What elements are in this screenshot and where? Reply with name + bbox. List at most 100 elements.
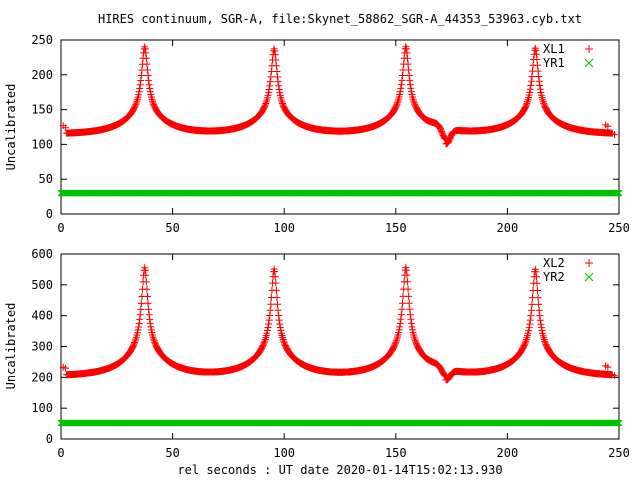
data-point xyxy=(532,50,540,58)
y-tick-label: 50 xyxy=(39,172,53,186)
data-point xyxy=(397,81,405,89)
data-point xyxy=(61,124,69,132)
data-point xyxy=(405,299,413,307)
data-point xyxy=(143,293,151,301)
data-point xyxy=(405,292,413,300)
data-point xyxy=(522,337,530,345)
data-point xyxy=(263,327,271,335)
data-point xyxy=(527,77,535,85)
y-tick-label: 400 xyxy=(31,309,53,323)
data-point xyxy=(271,47,279,55)
x-tick-label: 250 xyxy=(608,446,630,460)
data-point xyxy=(532,46,540,54)
data-point xyxy=(539,98,547,106)
data-point xyxy=(266,312,274,320)
data-point xyxy=(407,319,415,327)
data-point xyxy=(525,324,533,332)
data-point xyxy=(393,100,401,108)
data-point xyxy=(134,326,142,334)
legend-label-yr1: YR1 xyxy=(543,56,565,70)
data-point xyxy=(522,102,530,110)
data-point xyxy=(404,54,412,62)
x-tick-label: 0 xyxy=(57,446,64,460)
data-point xyxy=(536,85,544,93)
data-point xyxy=(534,286,542,294)
data-point xyxy=(526,88,534,96)
data-point xyxy=(406,305,414,313)
x-tick-label: 50 xyxy=(165,221,179,235)
bottom-panel: 0 100 200 300 400 500 600 0 50 100 150 200 250 Unca… xyxy=(4,247,630,460)
y-tick-label: 100 xyxy=(31,401,53,415)
legend-label-yr2: YR2 xyxy=(543,270,565,284)
legend-marker-red xyxy=(585,259,593,267)
x-tick-label: 250 xyxy=(608,221,630,235)
data-point xyxy=(143,285,151,293)
data-point xyxy=(402,45,410,53)
data-point xyxy=(615,419,623,427)
data-point xyxy=(143,60,151,68)
data-point xyxy=(614,189,622,197)
data-point xyxy=(146,319,154,327)
y-tick-label: 150 xyxy=(31,103,53,117)
data-point xyxy=(408,323,416,331)
data-point xyxy=(274,73,282,81)
data-point xyxy=(135,88,143,96)
data-point xyxy=(411,335,419,343)
data-point xyxy=(275,312,283,320)
data-point xyxy=(404,60,412,68)
data-point xyxy=(405,71,413,79)
legend-marker-green xyxy=(584,58,594,68)
data-point xyxy=(536,312,544,320)
data-point xyxy=(397,84,405,92)
data-point xyxy=(403,49,411,57)
data-point xyxy=(398,71,406,79)
data-point xyxy=(535,306,543,314)
data-point xyxy=(534,294,542,302)
data-point xyxy=(280,337,288,345)
data-point xyxy=(521,339,529,347)
top-plot-frame xyxy=(60,39,620,215)
data-point xyxy=(267,300,275,308)
data-point xyxy=(540,99,548,107)
data-point xyxy=(136,315,144,323)
data-point xyxy=(614,419,622,427)
data-point xyxy=(402,266,410,274)
data-point xyxy=(137,76,145,84)
data-point xyxy=(145,311,153,319)
x-tick-label: 50 xyxy=(165,446,179,460)
data-point xyxy=(397,311,405,319)
data-point xyxy=(137,305,145,313)
data-point xyxy=(526,320,534,328)
data-point xyxy=(141,45,149,53)
data-point xyxy=(271,273,279,281)
data-point xyxy=(391,340,399,348)
data-point xyxy=(264,324,272,332)
y-tick-label: 600 xyxy=(31,247,53,261)
data-point xyxy=(260,340,268,348)
data-point xyxy=(611,131,619,139)
data-point xyxy=(527,306,535,314)
legend-marker-red xyxy=(585,45,593,53)
data-point xyxy=(272,62,280,70)
data-point xyxy=(404,285,412,293)
data-point xyxy=(275,316,283,324)
y-tick-label: 300 xyxy=(31,340,53,354)
data-point xyxy=(265,89,273,97)
x-tick-label: 200 xyxy=(497,221,519,235)
data-point xyxy=(522,101,530,109)
data-point xyxy=(271,268,279,276)
data-point xyxy=(604,122,612,130)
data-point xyxy=(397,315,405,323)
data-point xyxy=(266,82,274,90)
x-axis-label: rel seconds : UT date 2020-01-14T15:02:1… xyxy=(177,463,502,477)
data-point xyxy=(523,99,531,107)
legend-label-xl1: XL1 xyxy=(543,42,565,56)
data-point xyxy=(274,306,282,314)
data-point xyxy=(615,189,623,197)
data-point xyxy=(613,419,621,427)
data-point xyxy=(535,300,543,308)
data-point xyxy=(611,372,619,380)
data-point xyxy=(528,300,536,308)
data-point xyxy=(411,337,419,345)
